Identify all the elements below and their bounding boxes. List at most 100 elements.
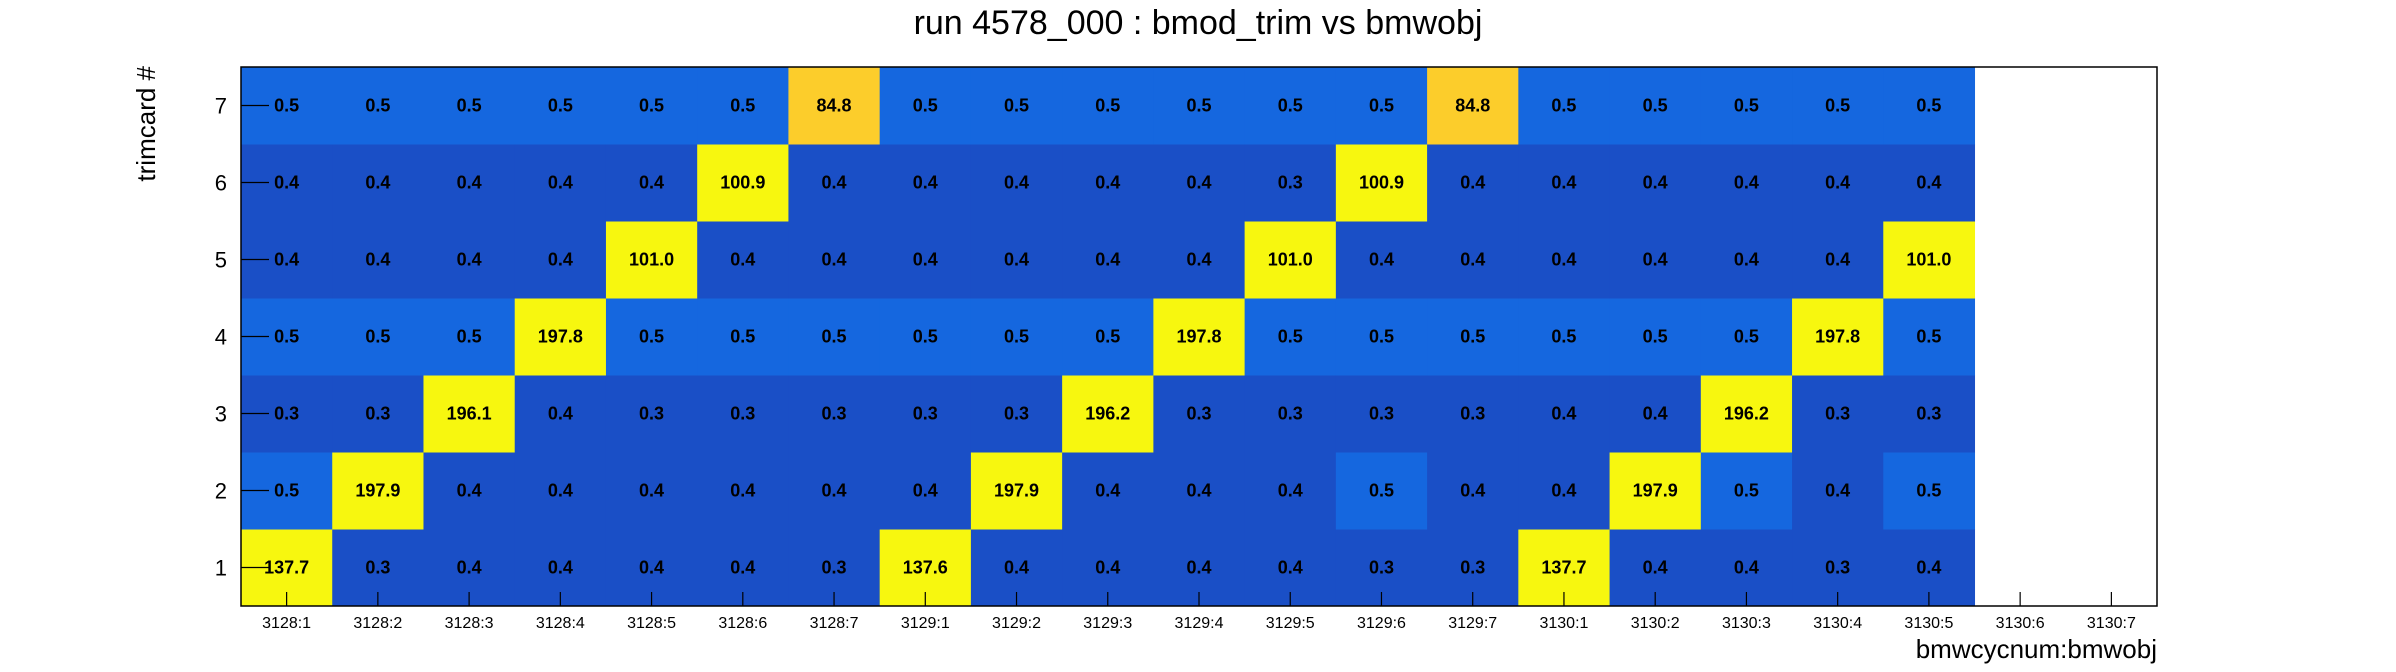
heatmap-cell [1427,144,1519,222]
heatmap-cell [1609,144,1702,222]
cell-value-label: 0.4 [822,250,847,270]
heatmap-cell [879,452,972,530]
heatmap-cell [1700,144,1793,222]
cell-value-label: 0.5 [274,96,299,116]
cell-value-label: 0.4 [457,173,482,193]
x-tick-label: 3129:7 [1448,615,1497,632]
heatmap-cell [1883,452,1976,530]
cell-value-label: 197.9 [355,481,400,501]
cell-value-label: 0.3 [730,404,755,424]
heatmap-cell [1062,67,1154,145]
cell-value-label: 0.4 [548,250,573,270]
heatmap-cell [1427,452,1519,530]
cell-value-label: 0.4 [639,558,664,578]
cell-value-label: 0.4 [913,173,938,193]
cell-value-label: 0.3 [1460,404,1485,424]
x-tick-label: 3130:3 [1722,615,1771,632]
cell-value-label: 0.4 [1004,250,1029,270]
heatmap-cell [1062,144,1154,222]
cell-value-label: 0.4 [1643,404,1668,424]
cell-value-label: 0.5 [1916,96,1941,116]
heatmap-cell [697,375,789,453]
x-tick-label: 3128:4 [536,615,585,632]
heatmap-cell [970,298,1063,376]
heatmap-cell [1062,221,1154,299]
x-tick-label: 3129:3 [1083,615,1132,632]
cell-value-label: 0.3 [1278,173,1303,193]
cell-value-label: 0.5 [457,96,482,116]
heatmap-cell [1700,67,1793,145]
cell-value-label: 0.3 [1004,404,1029,424]
cell-value-label: 84.8 [817,96,852,116]
cell-value-label: 0.4 [1551,250,1576,270]
heatmap-cell [1335,144,1428,222]
cell-value-label: 0.5 [1369,96,1394,116]
x-tick-label: 3128:1 [262,615,311,632]
heatmap-cell [1244,298,1337,376]
heatmap-cell [1335,221,1428,299]
heatmap-cell [423,375,516,453]
heatmap-cell [605,144,698,222]
heatmap-cell [879,67,972,145]
y-tick-label: 3 [215,402,227,427]
cell-value-label: 0.4 [1551,173,1576,193]
heatmap-cell [605,298,698,376]
cell-value-label: 0.4 [274,173,299,193]
heatmap-cell [879,144,972,222]
cell-value-label: 101.0 [1268,250,1313,270]
cell-value-label: 0.5 [730,327,755,347]
cell-value-label: 0.3 [822,404,847,424]
cell-value-label: 0.4 [1186,558,1211,578]
cell-value-label: 0.4 [1460,250,1485,270]
cell-value-label: 0.4 [639,481,664,501]
cell-value-label: 0.3 [365,558,390,578]
heatmap-cell [788,375,881,453]
cell-value-label: 0.5 [1734,481,1759,501]
heatmap-cell [1609,221,1702,299]
cell-value-label: 0.4 [1186,173,1211,193]
heatmap-cell [1335,375,1428,453]
cell-value-label: 0.4 [274,250,299,270]
cell-value-label: 0.4 [1551,404,1576,424]
heatmap-cell [605,375,698,453]
y-tick-label: 5 [215,248,227,273]
cell-value-label: 197.8 [538,327,583,347]
heatmap-cell [788,298,881,376]
cell-value-label: 0.4 [457,250,482,270]
cell-value-label: 0.4 [1095,558,1120,578]
heatmap-cell [1518,452,1611,530]
y-tick-label: 1 [215,556,227,581]
cell-value-label: 0.3 [1278,404,1303,424]
x-tick-label: 3129:6 [1357,615,1406,632]
heatmap-cell [1792,144,1884,222]
cell-value-label: 100.9 [1359,173,1404,193]
x-tick-label: 3130:5 [1904,615,1953,632]
chart-title: run 4578_000 : bmod_trim vs bmwobj [914,4,1483,42]
cell-value-label: 0.4 [1278,558,1303,578]
cell-value-label: 0.4 [1095,250,1120,270]
x-tick-label: 3130:6 [1996,615,2045,632]
heatmap-cell [1883,221,1976,299]
cell-value-label: 0.3 [1369,404,1394,424]
heatmap-cell [332,452,424,530]
heatmap-cell [1792,67,1884,145]
cell-value-label: 0.4 [548,173,573,193]
cell-value-label: 0.5 [639,96,664,116]
y-axis-title: trimcard # [131,65,161,181]
heatmap-cell [514,375,607,453]
heatmap-cell [788,221,881,299]
heatmap-cell [697,452,789,530]
x-tick-label: 3128:2 [353,615,402,632]
y-tick-label: 4 [215,325,227,350]
heatmap-cell [423,452,516,530]
heatmap-cell [332,221,424,299]
heatmap-cell [697,298,789,376]
cell-value-label: 0.4 [365,250,390,270]
heatmap-cell [1244,221,1337,299]
heatmap-cell [1792,452,1884,530]
cell-value-label: 0.4 [913,250,938,270]
cell-value-label: 0.5 [639,327,664,347]
heatmap-cell [1518,298,1611,376]
heatmap-cell [970,452,1063,530]
heatmap-cell [788,144,881,222]
